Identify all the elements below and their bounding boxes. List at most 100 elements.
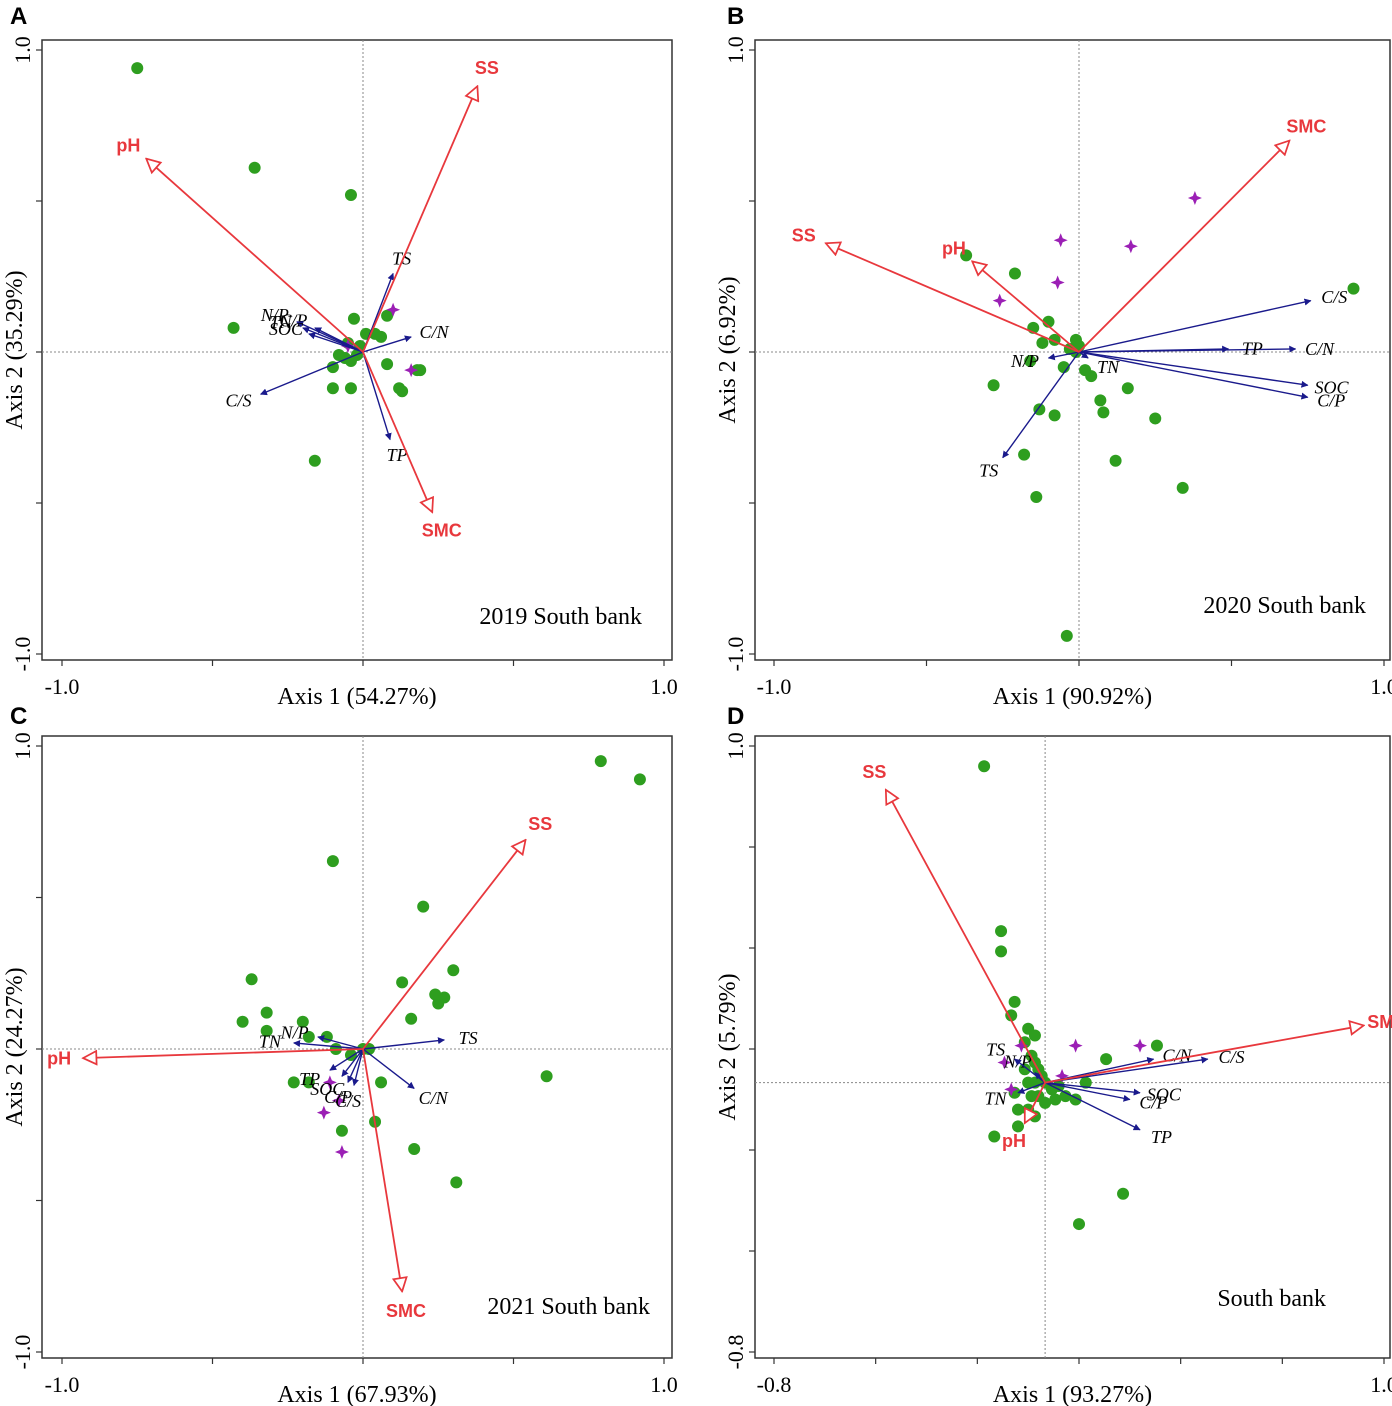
variable-arrow: [1002, 351, 1080, 459]
species-point: [334, 1145, 349, 1160]
site-point: [1033, 403, 1046, 416]
variable-label: TS: [979, 461, 998, 481]
variable-label: C/N: [1163, 1046, 1193, 1066]
variable-arrow: [308, 332, 364, 353]
species-point: [1055, 1068, 1070, 1083]
variable-label: C/S: [1321, 287, 1347, 307]
environment-arrow: [826, 243, 1080, 353]
site-point: [633, 773, 646, 786]
variable-label: SOC: [1314, 378, 1349, 398]
site-point: [1018, 448, 1031, 461]
y-tick-label: 1.0: [723, 36, 748, 64]
site-point: [1005, 1009, 1018, 1022]
x-tick-label: -1.0: [45, 674, 80, 699]
site-point: [1018, 1063, 1031, 1076]
environment-arrow: [146, 159, 364, 353]
environment-label: SMC: [422, 520, 462, 540]
site-point: [429, 988, 442, 1001]
y-tick-label: -0.8: [723, 1335, 748, 1370]
environment-arrow: [362, 86, 477, 353]
variable-arrow: [1047, 351, 1080, 361]
x-axis-title: Axis 1 (67.93%): [277, 1382, 436, 1406]
site-point: [302, 1076, 315, 1089]
species-point: [322, 1075, 337, 1090]
variable-label: TN: [984, 1088, 1007, 1108]
site-point: [227, 321, 240, 334]
x-axis-title: Axis 1 (93.27%): [993, 1382, 1152, 1406]
species-point: [1053, 233, 1068, 248]
plot-frame: [754, 735, 1391, 1359]
variable-label: TP: [387, 445, 408, 465]
site-point: [1039, 1096, 1052, 1109]
panel-d: D -0.8 1.0 1.0 -0.8 Axis 1 (93.27%) Axis 2 (5.…: [715, 703, 1392, 1406]
site-point: [396, 385, 409, 398]
variable-label: N/P: [260, 305, 289, 325]
variable-label: C/S: [1219, 1047, 1245, 1067]
site-point: [344, 188, 357, 201]
variable-arrow: [1078, 345, 1230, 353]
site-point: [335, 1124, 348, 1137]
environment-label: pH: [1002, 1131, 1026, 1151]
x-tick-label: 1.0: [650, 1372, 678, 1397]
environment-arrow: [972, 261, 1080, 353]
variable-label: SOC: [310, 1079, 345, 1099]
variable-label: TN: [1097, 357, 1120, 377]
environment-label: SMC: [1367, 1012, 1392, 1032]
site-point: [308, 454, 321, 467]
y-tick-label: -1.0: [723, 637, 748, 672]
variable-label: C/P: [324, 1087, 352, 1107]
environment-label: pH: [942, 238, 966, 258]
variable-label: C/S: [225, 390, 251, 410]
x-tick-label: -1.0: [757, 674, 792, 699]
site-point: [396, 976, 409, 989]
species-point: [316, 1105, 331, 1120]
species-point: [1133, 1038, 1147, 1053]
site-point: [987, 379, 1000, 392]
variable-label: SOC: [1147, 1084, 1182, 1104]
variable-arrow: [347, 1048, 364, 1083]
variable-label: C/P: [1139, 1093, 1167, 1113]
site-point: [1150, 1039, 1163, 1052]
site-point: [995, 925, 1008, 938]
site-point: [248, 161, 261, 174]
y-tick-label: 1.0: [723, 732, 748, 760]
variable-arrow: [1045, 1056, 1209, 1084]
x-axis-title: Axis 1 (54.27%): [277, 684, 436, 710]
site-point: [960, 249, 973, 262]
environment-arrow: [1078, 141, 1289, 353]
species-point: [1187, 190, 1202, 205]
variable-label: N/P: [1010, 351, 1039, 371]
variable-arrow: [362, 335, 412, 353]
panel-title: 2021 South bank: [487, 1294, 650, 1320]
site-point: [1073, 1218, 1085, 1231]
variable-arrow: [260, 351, 364, 396]
variable-arrow: [352, 1048, 364, 1087]
species-point: [404, 363, 419, 378]
site-point: [131, 62, 144, 75]
site-point: [594, 755, 607, 768]
variable-arrow: [362, 1037, 445, 1050]
environment-arrow: [1025, 1082, 1046, 1123]
y-tick-label: 1.0: [10, 732, 35, 760]
site-point: [260, 1024, 273, 1037]
environment-label: SS: [862, 762, 886, 782]
site-point: [302, 1030, 315, 1043]
y-axis-title: Axis 2 (35.29%): [2, 270, 28, 429]
site-point: [236, 1015, 249, 1028]
site-point: [1024, 355, 1037, 368]
panel-letter: B: [727, 3, 744, 30]
variable-arrow: [1078, 351, 1089, 359]
variable-label: TN: [259, 1032, 282, 1052]
variable-arrow: [1014, 1058, 1046, 1084]
variable-label: C/N: [1305, 339, 1335, 359]
variable-arrow: [1078, 351, 1309, 400]
panel-a: A -1.0 1.0 1.0 -1.0 Axis 1 (54.27%) Axis 2 (35…: [2, 3, 678, 710]
species-point: [1004, 1082, 1019, 1097]
plot-frame: [754, 39, 1391, 661]
variable-arrow: [1078, 351, 1309, 388]
variable-label: TP: [1242, 339, 1263, 359]
species-point: [1123, 239, 1138, 254]
y-tick-label: 1.0: [10, 36, 35, 64]
environment-arrow: [83, 1048, 364, 1058]
